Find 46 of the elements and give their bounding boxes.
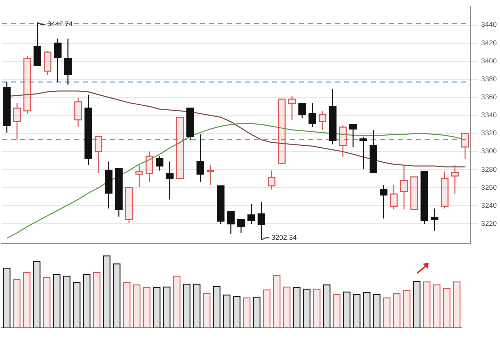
bar: [323, 284, 331, 328]
bar: [93, 272, 101, 328]
bar: [283, 286, 291, 328]
bar: [223, 294, 231, 328]
bar: [53, 274, 61, 328]
bar: [193, 284, 201, 328]
bar: [443, 288, 451, 328]
bar: [243, 298, 251, 328]
bar: [183, 284, 191, 328]
bar: [43, 277, 51, 328]
bar: [373, 294, 381, 328]
bar: [253, 296, 261, 328]
bar: [113, 264, 121, 328]
bar: [403, 290, 411, 328]
bar: [63, 276, 71, 328]
bar: [353, 294, 361, 328]
bar: [273, 275, 281, 328]
bar: [13, 280, 21, 328]
bar: [363, 292, 371, 328]
bar: [383, 298, 391, 328]
bar: [233, 296, 241, 328]
bar: [123, 282, 131, 328]
bar: [453, 282, 461, 328]
bar: [23, 272, 31, 328]
bar: [203, 293, 211, 328]
bar: [313, 288, 321, 328]
bar: [3, 268, 11, 328]
bar: [343, 292, 351, 328]
bar: [433, 284, 441, 328]
bar: [33, 261, 41, 328]
bar: [303, 288, 311, 328]
bar: [153, 287, 161, 328]
bar: [163, 286, 171, 328]
bar: [83, 274, 91, 328]
bar: [103, 256, 111, 328]
bar: [423, 282, 431, 328]
bar: [173, 276, 181, 328]
bar: [263, 290, 271, 328]
bar: [293, 287, 301, 328]
bar: [413, 280, 421, 328]
bar: [213, 286, 221, 328]
bar: [143, 287, 151, 328]
bar: [393, 293, 401, 328]
bar: [73, 282, 81, 328]
bar: [333, 294, 341, 328]
bar: [133, 284, 141, 328]
